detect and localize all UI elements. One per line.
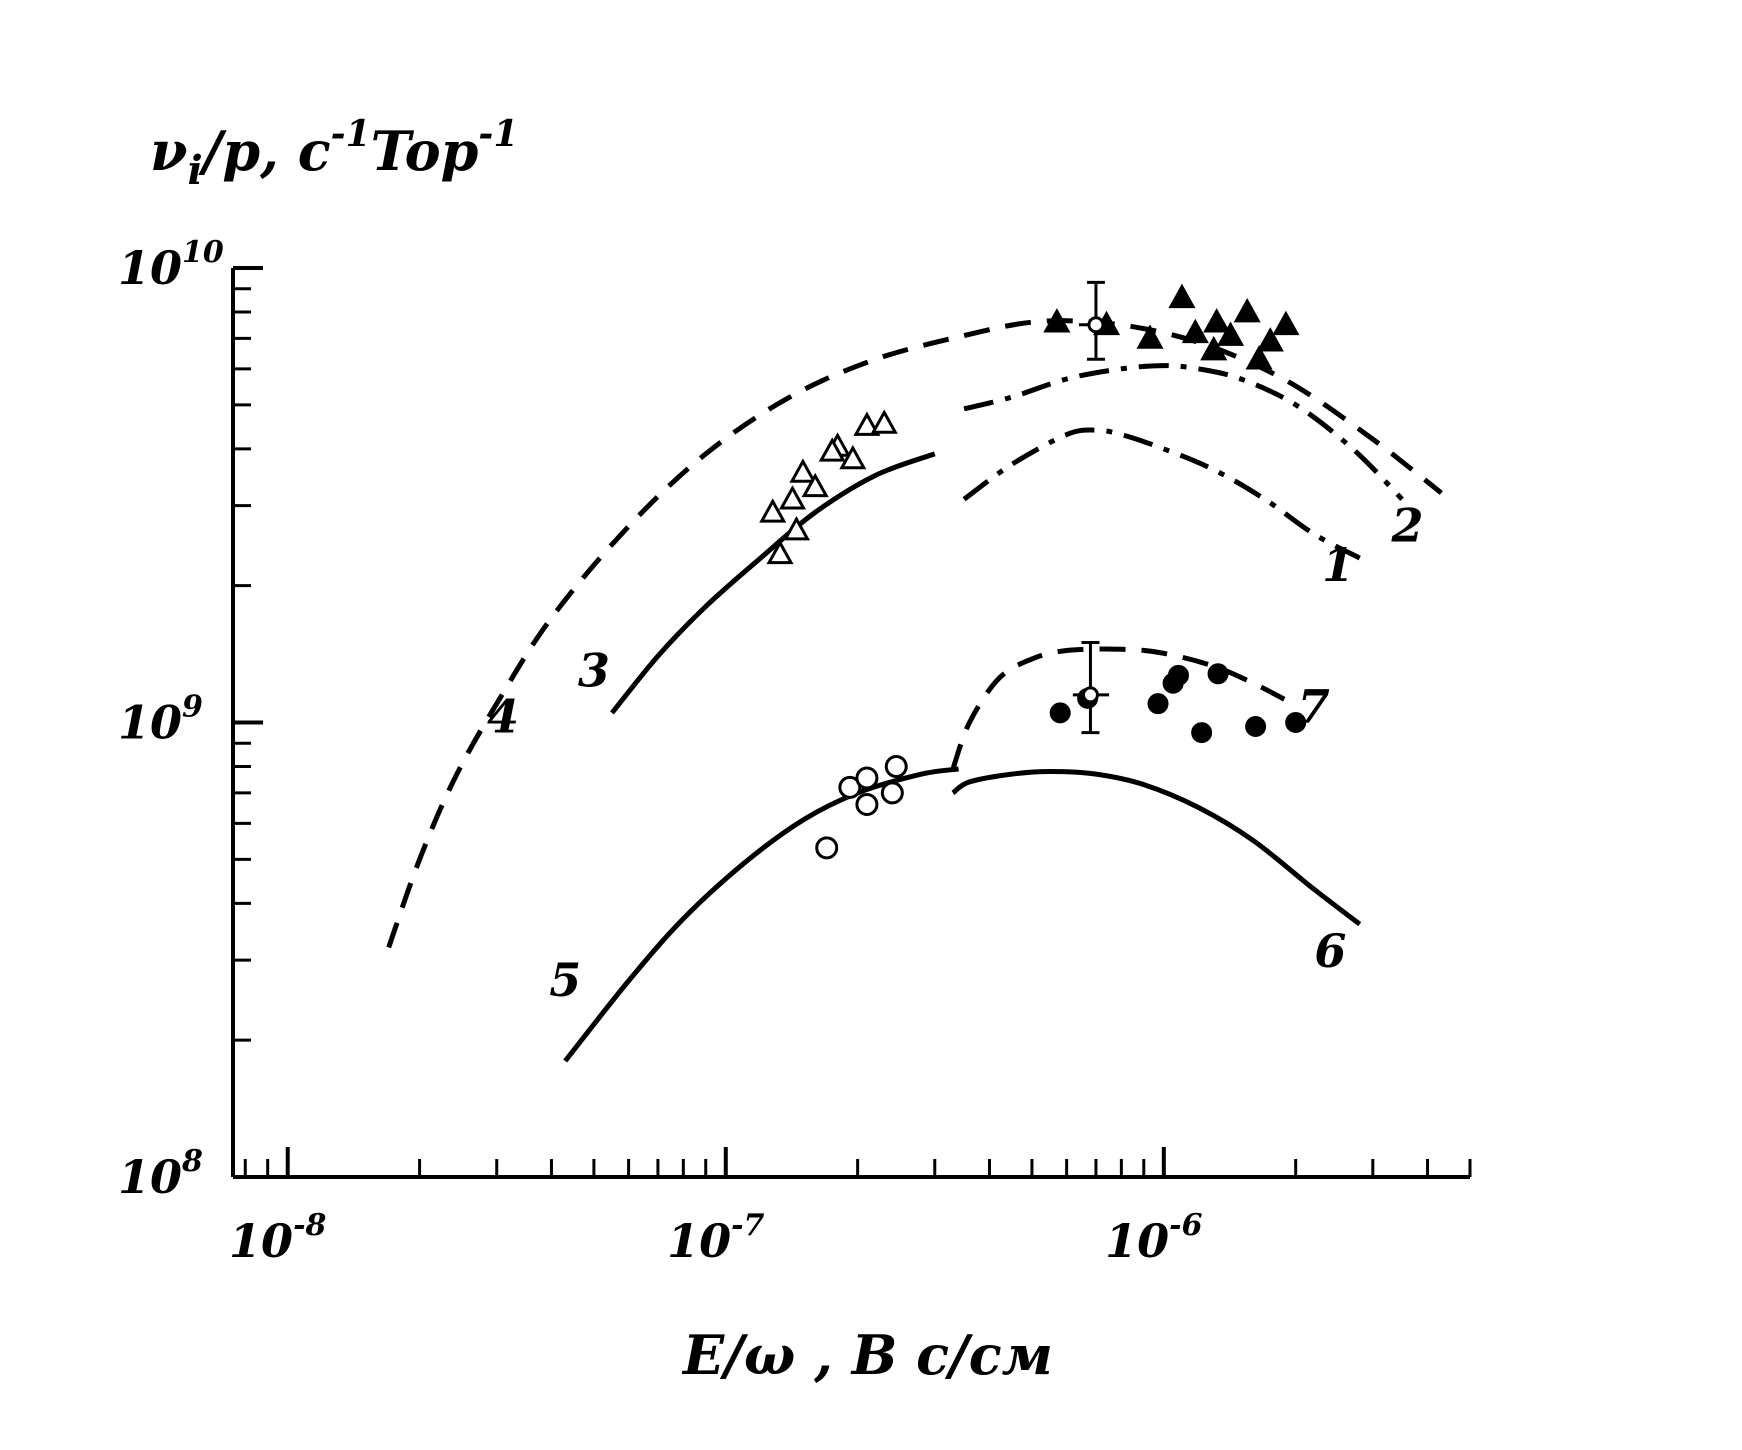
filled-circle-marker (1147, 693, 1169, 715)
open-circle-marker (855, 793, 879, 817)
filled-circle-marker (1245, 715, 1267, 737)
y-title-mid: Top (371, 119, 479, 183)
open-triangle-marker (801, 472, 829, 498)
axes (231, 266, 1472, 1179)
filled-triangle-marker (1233, 297, 1261, 323)
open-circle-marker (880, 781, 904, 805)
open-triangle-marker (853, 411, 881, 436)
open-triangle-marker (789, 458, 817, 483)
filled-triangle-marker (1200, 335, 1228, 361)
filled-circle-marker (1049, 702, 1071, 724)
open-triangle-marker (839, 444, 867, 470)
y-tick-label: 1010 (118, 235, 224, 295)
curve-label-6: 6 (1314, 924, 1346, 978)
open-triangle-marker (870, 409, 898, 434)
curve-label-7: 7 (1298, 680, 1330, 734)
svg-text:νi/p, c-1Top-1: νi/p, c-1Top-1 (150, 113, 518, 194)
y-title-sup2: -1 (478, 113, 518, 155)
filled-triangle-marker (1245, 345, 1273, 370)
filled-circle-marker (1191, 722, 1213, 744)
curve-7 (950, 646, 1288, 770)
filled-triangle-marker (1181, 318, 1209, 344)
y-tick-label: 109 (118, 690, 203, 750)
curve-5 (563, 766, 959, 1063)
filled-triangle-marker (1272, 310, 1300, 336)
open-triangle-marker (759, 498, 787, 523)
curve-label-1: 1 (1322, 538, 1354, 592)
curve-3 (610, 451, 936, 715)
curve-labels: 12 3 4 5 6 7 (487, 499, 1424, 1008)
filled-circle-marker (1207, 663, 1229, 685)
filled-triangle-marker (1256, 327, 1284, 352)
data-markers (759, 280, 1307, 860)
curve-1 (962, 427, 1361, 561)
error-bar-point (1081, 686, 1099, 704)
error-bar-point (1087, 316, 1105, 334)
filled-triangle-marker (1203, 308, 1231, 333)
filled-triangle-marker (1136, 324, 1164, 349)
curve-label-4: 4 (487, 690, 519, 744)
filled-triangle-marker (1216, 321, 1245, 346)
filled-triangle-marker (1168, 283, 1196, 309)
filled-triangle-marker (1043, 308, 1071, 333)
x-tick-label: 10-6 (1105, 1208, 1202, 1268)
open-circle-marker (855, 766, 879, 790)
curves (386, 318, 1443, 1063)
open-circle-marker (884, 755, 908, 779)
y-tick-label: 108 (118, 1144, 203, 1204)
open-triangle-marker (782, 516, 811, 541)
filled-circle-marker (1167, 664, 1189, 686)
open-triangle-marker (766, 539, 794, 565)
open-triangle-marker (778, 485, 807, 510)
filled-circle-marker (1285, 712, 1307, 733)
x-tick-label: 10-7 (667, 1208, 764, 1268)
curve-4 (386, 318, 1443, 949)
x-tick-label: 10-8 (229, 1208, 326, 1268)
y-title-sup1: -1 (331, 113, 371, 155)
open-triangle-marker (818, 437, 846, 462)
curve-2 (963, 363, 1404, 501)
tick-labels: 10-8 10-7 10-6 108 109 1010 (118, 235, 1203, 1268)
y-title-rest: /p, c (198, 119, 331, 183)
open-circle-marker (815, 836, 839, 860)
curve-label-5: 5 (549, 953, 581, 1007)
y-axis-title: νi/p, c-1Top-1 (150, 113, 518, 194)
y-title-sub: i (187, 147, 202, 194)
curve-label-3: 3 (578, 644, 610, 698)
curve-label-2: 2 (1390, 499, 1423, 553)
x-axis-title: E/ω , B c/cм (681, 1323, 1053, 1387)
y-title-main: ν (150, 119, 187, 183)
open-circle-marker (838, 775, 862, 799)
curve-6 (951, 769, 1362, 927)
